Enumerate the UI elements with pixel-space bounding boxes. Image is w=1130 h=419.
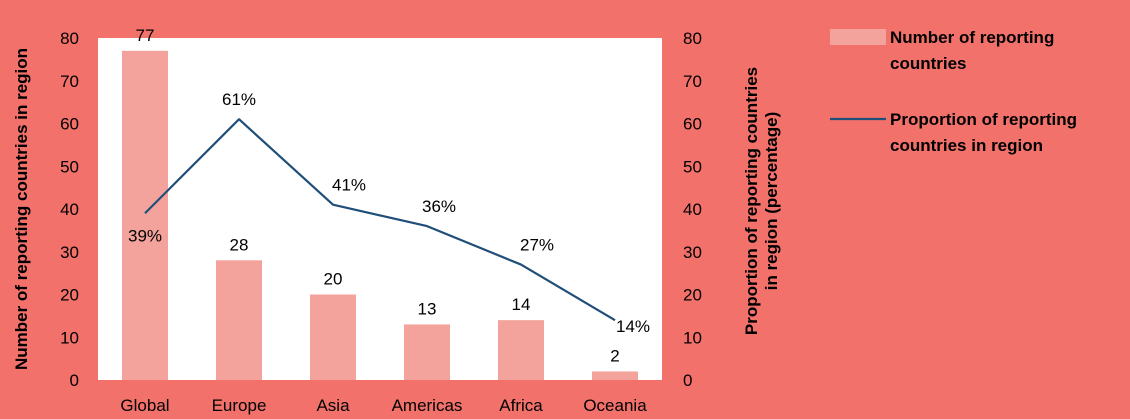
right-tick-label: 10 [683,328,702,347]
bar-value-label: 2 [610,346,619,365]
bar-value-label: 13 [418,299,437,318]
right-tick-label: 50 [683,157,702,176]
legend-bar-swatch [830,29,886,45]
line-value-label: 41% [332,176,366,195]
line-series [144,118,616,322]
right-tick-label: 20 [683,286,702,305]
left-tick-label: 0 [70,371,79,390]
bar-value-label: 20 [324,270,343,289]
bar-data-labels: 77 28 20 13 14 2 [136,26,620,366]
left-tick-label: 50 [60,157,79,176]
line-value-label: 39% [128,226,162,245]
plot-area [98,38,662,380]
x-tick-label: Americas [392,396,463,415]
bar-europe [216,260,262,380]
legend: Number of reporting countries Proportion o… [830,28,1077,155]
line-data-labels: 39% 61% 41% 36% 27% 14% [128,90,650,336]
x-tick-label: Europe [212,396,267,415]
bar-value-label: 28 [230,235,249,254]
left-tick-label: 20 [60,286,79,305]
left-tick-label: 10 [60,328,79,347]
left-tick-label: 60 [60,115,79,134]
bar-oceania [592,371,638,380]
right-tick-label: 80 [683,29,702,48]
bar-americas [404,324,450,380]
x-tick-label: Oceania [583,396,647,415]
line-value-label: 27% [520,236,554,255]
bar-asia [310,294,356,380]
left-tick-label: 70 [60,72,79,91]
x-tick-label: Asia [316,396,350,415]
line-value-label: 36% [422,197,456,216]
x-tick-label: Global [120,396,169,415]
bar-global [122,50,168,380]
left-tick-label: 30 [60,243,79,262]
bar-africa [498,320,544,380]
bar-value-label: 77 [136,26,155,45]
right-tick-label: 70 [683,72,702,91]
right-axis-ticks: 0 10 20 30 40 50 60 70 80 [683,29,702,390]
left-axis-ticks: 0 10 20 30 40 50 60 70 80 [60,29,79,390]
legend-line-label: Proportion of reporting countries in regi… [890,110,1077,155]
legend-bar-label: Number of reporting countries [890,28,1054,73]
bar-series [122,50,638,380]
right-tick-label: 30 [683,243,702,262]
bar-value-label: 14 [512,295,531,314]
line-value-label: 61% [222,90,256,109]
right-tick-label: 40 [683,200,702,219]
x-tick-label: Africa [499,396,543,415]
left-tick-label: 80 [60,29,79,48]
y-axis-title: Number of reporting countries in region [12,48,31,370]
y2-axis-title: Proportion of reporting countriesin regi… [742,67,781,335]
right-tick-label: 0 [683,371,692,390]
x-axis-ticks: Global Europe Asia Americas Africa Oceania [120,396,647,415]
proportion-line [144,118,616,322]
line-value-label: 14% [616,317,650,336]
right-tick-label: 60 [683,115,702,134]
left-tick-label: 40 [60,200,79,219]
